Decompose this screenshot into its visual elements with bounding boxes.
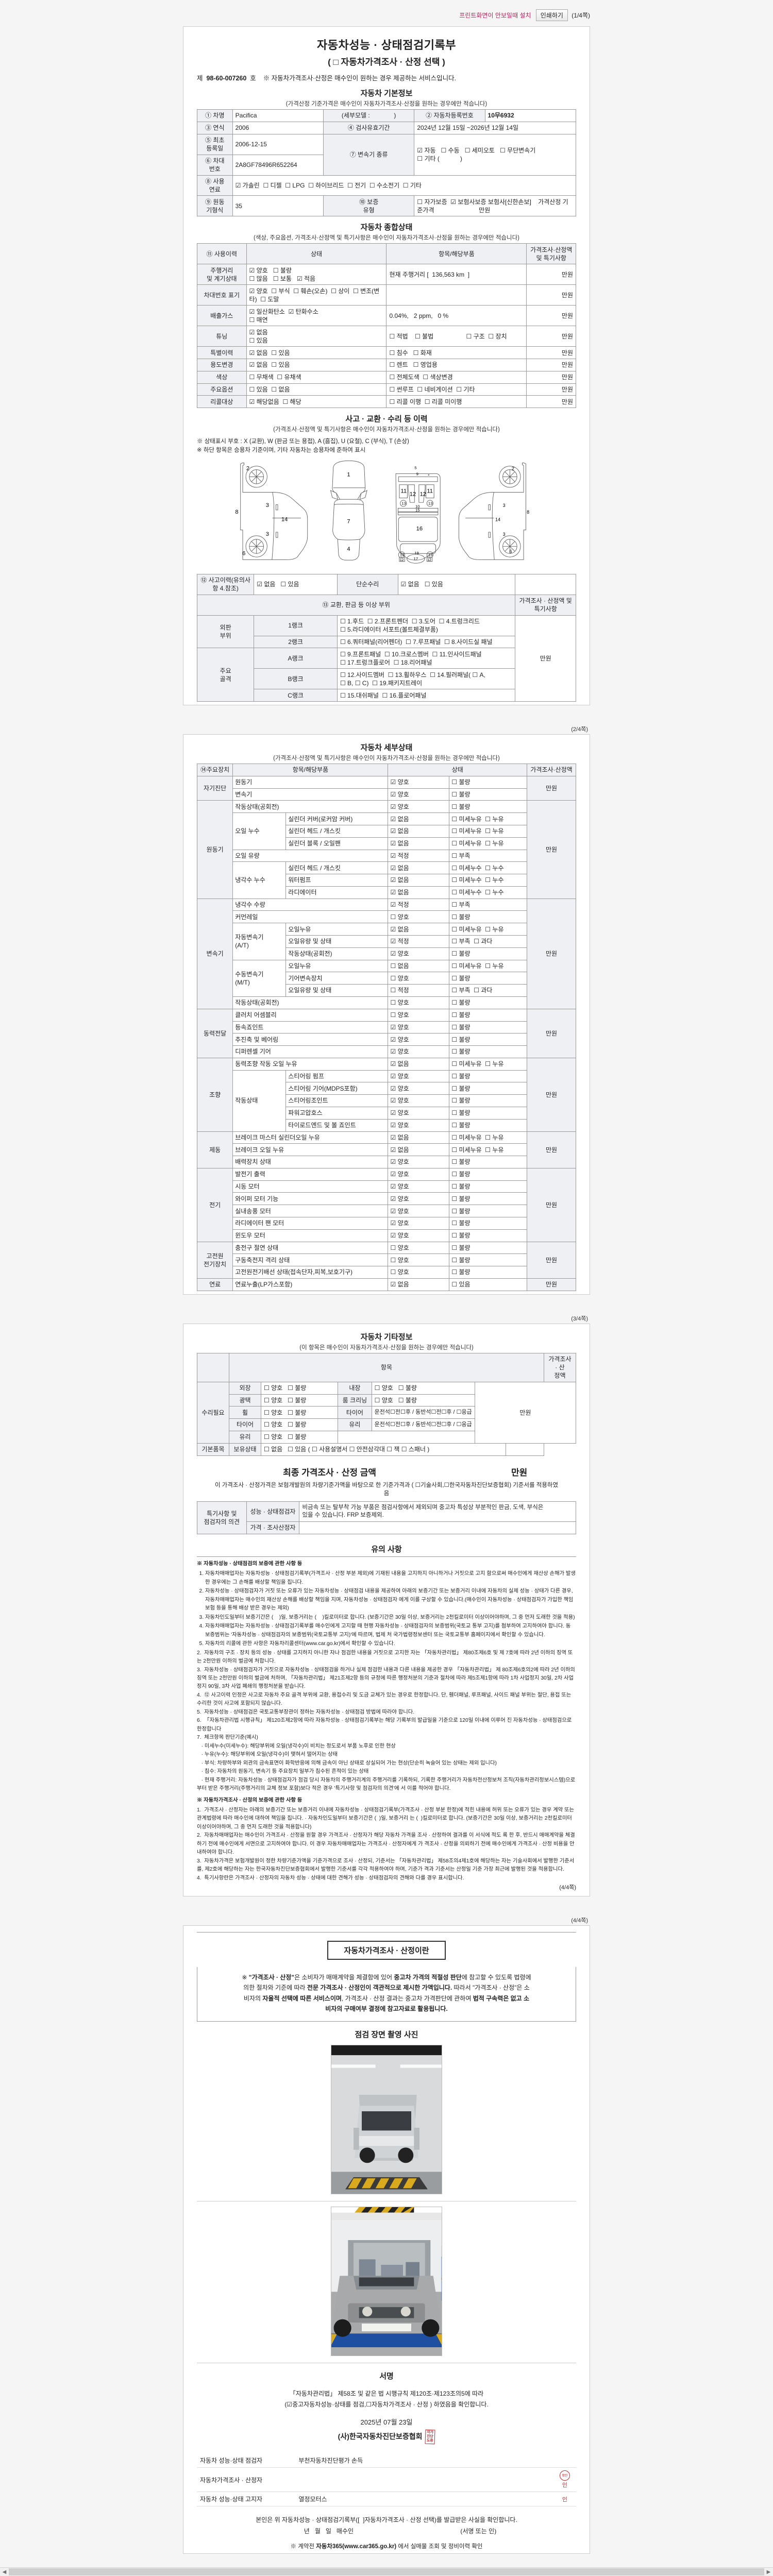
svg-text:14: 14 bbox=[281, 516, 288, 522]
svg-text:14: 14 bbox=[495, 517, 500, 522]
svg-text:6: 6 bbox=[242, 550, 245, 556]
svg-text:12: 12 bbox=[420, 491, 426, 497]
svg-text:3: 3 bbox=[266, 531, 269, 537]
svg-text:13: 13 bbox=[400, 552, 405, 557]
svg-text:13: 13 bbox=[428, 501, 433, 505]
svg-text:12: 12 bbox=[400, 558, 404, 562]
svg-text:12: 12 bbox=[410, 491, 416, 497]
svg-text:16: 16 bbox=[416, 526, 423, 532]
svg-text:11: 11 bbox=[401, 488, 407, 494]
svg-text:3: 3 bbox=[503, 503, 506, 508]
svg-text:13: 13 bbox=[428, 552, 433, 557]
svg-text:9: 9 bbox=[416, 471, 418, 476]
svg-text:3: 3 bbox=[503, 532, 506, 537]
svg-text:11: 11 bbox=[427, 488, 433, 494]
svg-text:12: 12 bbox=[427, 558, 431, 562]
svg-text:6: 6 bbox=[510, 549, 512, 554]
svg-text:1: 1 bbox=[347, 471, 350, 478]
svg-text:4: 4 bbox=[347, 546, 350, 552]
svg-text:15: 15 bbox=[415, 507, 420, 512]
svg-text:8: 8 bbox=[527, 509, 529, 514]
svg-text:2: 2 bbox=[512, 466, 514, 471]
svg-text:13: 13 bbox=[401, 501, 406, 505]
svg-text:5: 5 bbox=[414, 465, 416, 470]
svg-text:8: 8 bbox=[235, 509, 238, 515]
svg-text:3: 3 bbox=[266, 502, 269, 509]
svg-text:17: 17 bbox=[414, 556, 418, 561]
svg-text:7: 7 bbox=[347, 518, 350, 524]
svg-text:2: 2 bbox=[246, 465, 249, 471]
